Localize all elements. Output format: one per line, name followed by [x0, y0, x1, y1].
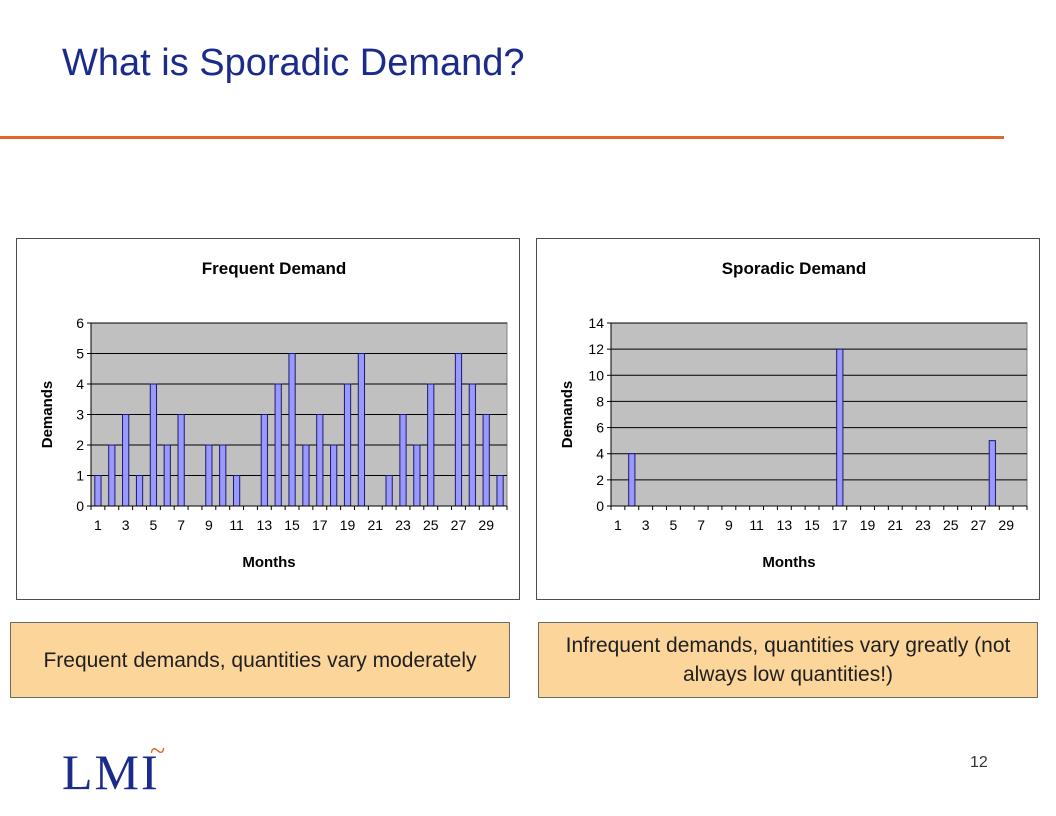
- x-tick-label: 1: [614, 517, 622, 533]
- y-tick-label: 10: [588, 367, 604, 383]
- x-tick-label: 29: [478, 517, 494, 533]
- bar-month-24: [413, 444, 421, 507]
- x-tick-label: 25: [943, 517, 959, 533]
- x-axis-title: Months: [242, 554, 295, 571]
- x-tick-label: 21: [887, 517, 903, 533]
- bar-month-3: [122, 414, 130, 507]
- x-tick-label: 27: [971, 517, 987, 533]
- x-tick-label: 1: [94, 517, 102, 533]
- bar-month-20: [357, 353, 366, 507]
- x-tick-label: 23: [915, 517, 931, 533]
- y-tick-label: 1: [76, 468, 84, 484]
- frequent-demand-chart-panel: Frequent Demand 0 1 2 3 4 5 6 1 3 5 7 9 11 13 15 17 19 21 2…: [16, 238, 520, 600]
- bar-month-13: [260, 414, 268, 507]
- y-tick-label: 3: [76, 407, 84, 423]
- bar-month-1: [94, 475, 102, 507]
- bar-month-6: [163, 444, 171, 507]
- bar-month-25: [427, 383, 435, 507]
- frequent-demand-caption: Frequent demands, quantities vary modera…: [10, 622, 510, 698]
- x-tick-label: 13: [257, 517, 273, 533]
- x-tick-label: 23: [395, 517, 411, 533]
- x-tick-label: 27: [451, 517, 467, 533]
- bar-month-15: [288, 353, 296, 507]
- x-tick-label: 5: [670, 517, 678, 533]
- bar-month-16: [302, 444, 310, 507]
- y-tick-label: 8: [596, 393, 604, 409]
- x-tick-label: 17: [312, 517, 328, 533]
- bar-month-19: [343, 383, 352, 507]
- x-tick-label: 15: [284, 517, 300, 533]
- y-axis-title: Demands: [39, 381, 56, 449]
- bar-month-9: [205, 444, 213, 507]
- y-tick-label: 0: [596, 498, 604, 514]
- bar-month-22: [385, 475, 393, 507]
- bar-month-23: [399, 414, 407, 507]
- x-tick-label: 17: [832, 517, 848, 533]
- y-tick-label: 2: [76, 437, 84, 453]
- x-tick-label: 11: [229, 517, 244, 533]
- bar-month-28: [988, 440, 996, 507]
- x-tick-label: 3: [122, 517, 130, 533]
- chart-title: Sporadic Demand: [722, 259, 867, 278]
- slide-title: What is Sporadic Demand?: [62, 42, 525, 84]
- y-tick-label: 14: [588, 315, 604, 331]
- sporadic-demand-chart-panel: Sporadic Demand 0 2 4 6 8 10 12 14 1 3 5 7 9 11 13 15 17 1…: [536, 238, 1040, 600]
- x-tick-label: 7: [177, 517, 185, 533]
- x-tick-label: 11: [749, 517, 764, 533]
- title-divider: [0, 136, 1004, 139]
- y-tick-label: 2: [596, 472, 604, 488]
- lmi-logo: LMI: [62, 744, 160, 800]
- bar-month-28: [468, 383, 476, 507]
- bar-month-2: [108, 444, 116, 507]
- y-tick-label: 6: [596, 420, 604, 436]
- bar-month-4: [135, 475, 144, 507]
- y-tick-label: 4: [596, 446, 604, 462]
- x-tick-label: 5: [150, 517, 158, 533]
- x-tick-label: 15: [804, 517, 820, 533]
- bar-month-29: [482, 414, 490, 507]
- x-tick-label: 19: [340, 517, 356, 533]
- bar-month-10: [219, 444, 227, 507]
- x-tick-label: 29: [998, 517, 1014, 533]
- bar-month-17: [316, 414, 324, 507]
- x-tick-label: 19: [860, 517, 876, 533]
- x-axis-title: Months: [762, 554, 815, 571]
- bar-month-7: [177, 414, 185, 507]
- y-axis-title: Demands: [559, 381, 576, 449]
- x-tick-label: 3: [642, 517, 650, 533]
- x-tick-label: 7: [697, 517, 705, 533]
- lmi-logo-mark: ~: [150, 736, 166, 767]
- bar-month-17: [836, 348, 844, 507]
- x-tick-label: 25: [423, 517, 439, 533]
- bar-month-14: [274, 383, 282, 507]
- page-number: 12: [970, 754, 988, 771]
- bar-month-2: [628, 453, 636, 507]
- x-tick-label: 9: [725, 517, 733, 533]
- bar-month-18: [330, 444, 338, 507]
- bar-month-5: [149, 383, 158, 507]
- bar-month-11: [232, 475, 241, 507]
- y-tick-label: 5: [76, 346, 84, 362]
- sporadic-demand-caption: Infrequent demands, quantities vary grea…: [538, 622, 1038, 698]
- y-tick-label: 12: [588, 341, 604, 357]
- bar-month-30: [496, 475, 504, 507]
- y-tick-label: 6: [76, 315, 84, 331]
- x-tick-label: 13: [777, 517, 793, 533]
- bar-month-27: [454, 353, 463, 507]
- x-tick-label: 21: [367, 517, 383, 533]
- y-tick-label: 4: [76, 376, 84, 392]
- chart-title: Frequent Demand: [202, 259, 347, 278]
- x-tick-label: 9: [205, 517, 213, 533]
- y-tick-label: 0: [76, 498, 84, 514]
- plot-area: [610, 322, 1028, 507]
